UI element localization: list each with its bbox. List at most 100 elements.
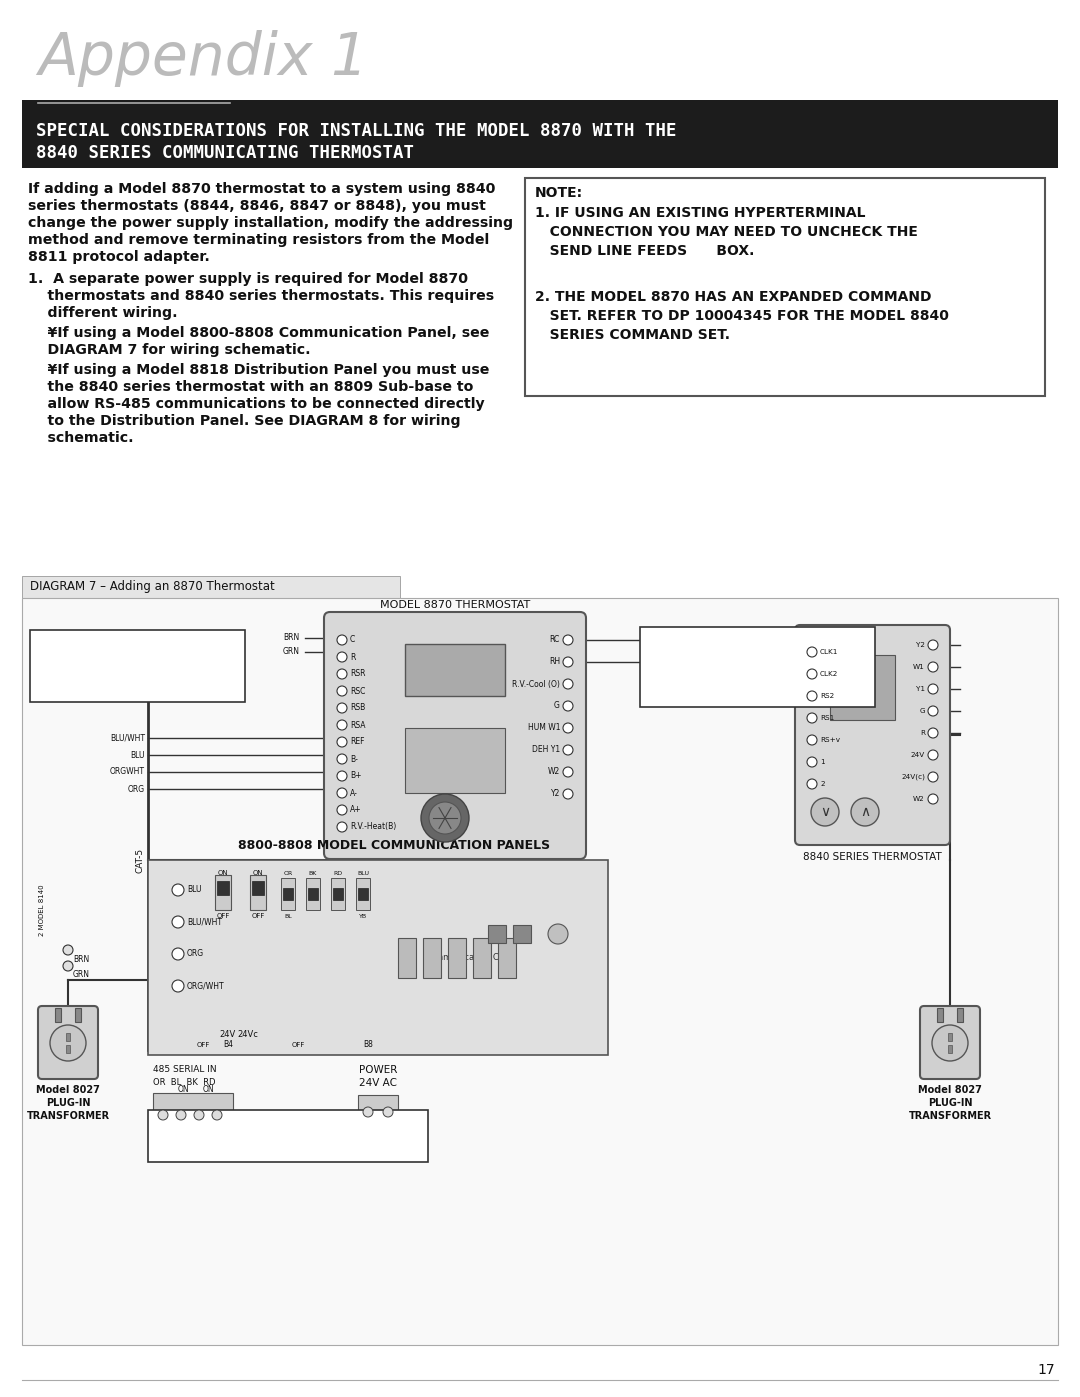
Circle shape [811,798,839,826]
Circle shape [548,923,568,944]
Bar [831,655,895,719]
Text: SUPPLY FOR 8870 THERMOSTAT(S).: SUPPLY FOR 8870 THERMOSTAT(S). [36,664,193,673]
Circle shape [928,640,939,650]
Text: RC: RC [550,636,561,644]
Text: PLUG-IN: PLUG-IN [45,1098,91,1108]
Circle shape [563,657,573,666]
Text: RSB: RSB [350,704,365,712]
Circle shape [928,685,939,694]
Text: 2. THE MODEL 8870 HAS AN EXPANDED COMMAND
   SET. REFER TO DP 10004345 FOR THE M: 2. THE MODEL 8870 HAS AN EXPANDED COMMAN… [535,291,949,342]
Bar [153,1092,233,1127]
Text: R: R [350,652,355,662]
Text: 24V: 24V [220,1030,237,1039]
Circle shape [928,662,939,672]
Bar [957,1009,963,1023]
Text: 24Vc: 24Vc [238,1030,258,1039]
Text: A+: A+ [350,806,362,814]
Bar [937,1009,943,1023]
Text: W1: W1 [914,664,924,671]
Text: ORG: ORG [187,950,204,958]
Text: BK: BK [309,870,318,876]
Text: C: C [350,636,355,644]
Text: W2: W2 [548,767,561,777]
Text: RS+v: RS+v [820,738,840,743]
Text: BLU: BLU [131,750,145,760]
Bar [640,627,875,707]
Text: ON: ON [202,1085,214,1094]
Circle shape [50,1025,86,1060]
Text: allow RS-485 communications to be connected directly: allow RS-485 communications to be connec… [28,397,485,411]
Bar [215,875,231,909]
Bar [473,937,491,978]
Text: 24V: 24V [910,752,924,759]
Circle shape [242,1014,254,1025]
Text: REF: REF [350,738,365,746]
Bar [405,728,505,793]
Text: RS2: RS2 [820,693,834,698]
Text: 8870 THERMOSTAT  ON THE NETWORK.: 8870 THERMOSTAT ON THE NETWORK. [646,675,818,685]
Text: OR  BL  BK  RD: OR BL BK RD [153,1078,216,1087]
Text: MODEL 8870 THERMOSTAT: MODEL 8870 THERMOSTAT [380,599,530,610]
Text: 2: 2 [820,781,825,787]
Circle shape [172,916,184,928]
Circle shape [928,705,939,717]
Text: 485 SERIAL IN: 485 SERIAL IN [153,1065,217,1074]
Bar [948,1032,951,1041]
Circle shape [807,780,816,789]
Text: IMPORTANT!: IMPORTANT! [646,631,719,643]
Text: the 8840 series thermostat with an 8809 Sub-base to: the 8840 series thermostat with an 8809 … [28,380,473,394]
Circle shape [928,750,939,760]
Circle shape [212,1014,224,1025]
Text: different wiring.: different wiring. [28,306,177,320]
Bar [948,1045,951,1053]
Bar [281,877,295,909]
Text: PLUG-IN: PLUG-IN [928,1098,972,1108]
Bar [357,1095,399,1125]
Text: to the Distribution Panel. See DIAGRAM 8 for wiring: to the Distribution Panel. See DIAGRAM 8… [28,414,461,427]
Text: NOTE:: NOTE: [535,186,583,200]
Bar [356,877,370,909]
Circle shape [563,636,573,645]
Text: 1: 1 [820,759,825,766]
Bar [22,598,1058,1345]
Circle shape [363,1106,373,1118]
Circle shape [337,652,347,662]
Text: Model 8027: Model 8027 [36,1085,100,1095]
Text: OFF: OFF [176,1127,190,1137]
Circle shape [563,701,573,711]
Bar [75,1009,81,1023]
Text: 8840 SERIES THERMOSTAT: 8840 SERIES THERMOSTAT [804,852,942,862]
Text: TRANSFORMER: TRANSFORMER [908,1111,991,1120]
FancyBboxPatch shape [920,1006,980,1078]
Text: RD: RD [334,870,342,876]
Bar [488,925,507,943]
Text: Communication Card: Communication Card [423,954,512,963]
Text: A-: A- [350,788,357,798]
Text: CLK2: CLK2 [820,671,838,678]
Circle shape [172,981,184,992]
Text: ON: ON [177,1085,189,1094]
Bar [423,937,441,978]
Bar [525,177,1045,395]
Text: ON: ON [253,870,264,876]
Circle shape [194,1111,204,1120]
Text: Y1: Y1 [916,686,924,692]
Text: BRN: BRN [284,633,300,643]
Bar [333,888,343,900]
Bar [249,875,266,909]
Text: 8811 protocol adapter.: 8811 protocol adapter. [28,250,210,264]
Text: OFF: OFF [252,914,265,919]
Text: CLK1: CLK1 [820,650,838,655]
Text: GRN: GRN [283,647,300,657]
Text: If adding a Model 8870 thermostat to a system using 8840: If adding a Model 8870 thermostat to a s… [28,182,496,196]
Circle shape [563,724,573,733]
Circle shape [563,789,573,799]
Text: DEH Y1: DEH Y1 [531,746,561,754]
Circle shape [337,788,347,798]
Text: R: R [920,731,924,736]
Text: THERMOSTATS  HIGHER THAN ANY MODEL: THERMOSTATS HIGHER THAN ANY MODEL [646,661,831,671]
Circle shape [932,1025,968,1060]
Text: B-: B- [350,754,357,764]
Text: R.V.-Cool (O): R.V.-Cool (O) [512,679,561,689]
Text: YOU MUST ADDRESS 8840 SERIES: YOU MUST ADDRESS 8840 SERIES [646,647,794,657]
